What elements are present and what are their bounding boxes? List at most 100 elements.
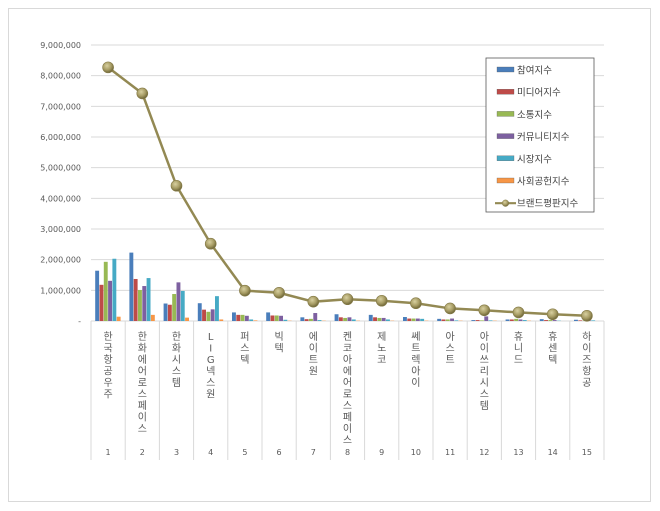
svg-text:한: 한 [103,331,112,343]
svg-text:아: 아 [445,331,454,343]
bar [176,282,181,321]
bar [334,314,339,321]
bar [471,320,476,321]
bar [578,320,583,321]
svg-text:공: 공 [582,377,591,389]
line-marker [170,179,183,192]
bar [552,320,557,321]
bar [411,318,416,321]
svg-text:로: 로 [343,390,352,401]
bar [317,320,322,321]
y-tick-label: 8,000,000 [40,72,81,81]
svg-text:트: 트 [309,355,318,366]
line-marker [546,308,559,321]
bar [518,319,523,321]
line-marker [273,286,285,299]
bar [574,319,578,321]
bar [215,296,219,321]
line-marker [410,297,422,310]
x-rank-label: 10 [411,448,421,457]
bar [347,317,352,321]
bar [420,318,425,321]
bar [368,314,373,321]
y-tick-label: - [78,317,81,326]
bar [95,270,100,321]
svg-text:트: 트 [445,355,454,366]
legend-item: 소통지수 [496,110,552,121]
bar [415,318,420,321]
x-rank-label: 5 [242,448,247,457]
bar [338,317,343,321]
bar [480,320,484,321]
svg-text:퍼: 퍼 [240,331,249,343]
line-marker [102,61,114,74]
svg-text:트: 트 [411,344,420,355]
svg-text:시: 시 [172,354,181,366]
bar [232,312,236,321]
y-tick-label: 5,000,000 [40,164,81,173]
svg-text:니: 니 [514,343,523,355]
x-rank-label: 6 [277,448,282,457]
svg-text:원: 원 [206,389,215,401]
svg-text:휴: 휴 [548,331,557,343]
bar [407,318,412,321]
svg-text:어: 어 [138,366,147,378]
svg-text:이: 이 [138,412,147,424]
x-category-label: 제노코 [377,331,386,366]
bar-series [95,252,596,321]
legend-label: 미디어지수 [517,88,561,99]
line-marker [307,295,320,308]
line-series-brand-reputation [102,61,593,322]
legend-item: 참여지수 [496,65,552,77]
svg-text:스: 스 [206,377,215,389]
bar [309,318,313,321]
svg-text:아: 아 [411,366,420,378]
bar [112,258,117,321]
bar [279,315,283,321]
x-category-label: 아스트 [445,331,454,366]
bar [116,316,121,321]
bar [437,318,442,321]
bar [373,317,377,321]
svg-text:텍: 텍 [548,354,557,366]
bar [441,319,446,321]
svg-text:제: 제 [377,331,386,343]
svg-text:코: 코 [343,344,352,355]
bar [304,319,309,321]
bar [142,286,147,321]
bar [300,317,305,321]
svg-text:우: 우 [103,377,112,389]
bar [548,320,553,321]
bar [514,318,519,321]
svg-text:하: 하 [582,330,591,343]
svg-text:주: 주 [103,390,112,401]
bar [445,319,450,321]
svg-text:이: 이 [411,377,420,389]
svg-text:항: 항 [103,354,112,366]
bar [108,280,112,321]
svg-text:한: 한 [172,331,181,343]
svg-text:쎄: 쎄 [411,331,420,343]
bar [206,311,211,321]
bar [133,278,138,321]
bar [283,319,288,321]
svg-text:이: 이 [582,343,591,355]
svg-text:국: 국 [103,343,112,355]
legend-item: 미디어지수 [496,88,561,99]
svg-text:I: I [209,344,212,355]
line-marker [581,309,593,322]
bar [163,303,168,321]
bar [539,319,544,321]
svg-text:화: 화 [172,343,181,355]
bar [253,320,258,321]
y-tick-label: 3,000,000 [40,225,81,234]
x-rank-label: 14 [548,448,558,457]
svg-text:공: 공 [103,366,112,378]
svg-text:센: 센 [548,343,557,355]
bar [236,314,241,321]
